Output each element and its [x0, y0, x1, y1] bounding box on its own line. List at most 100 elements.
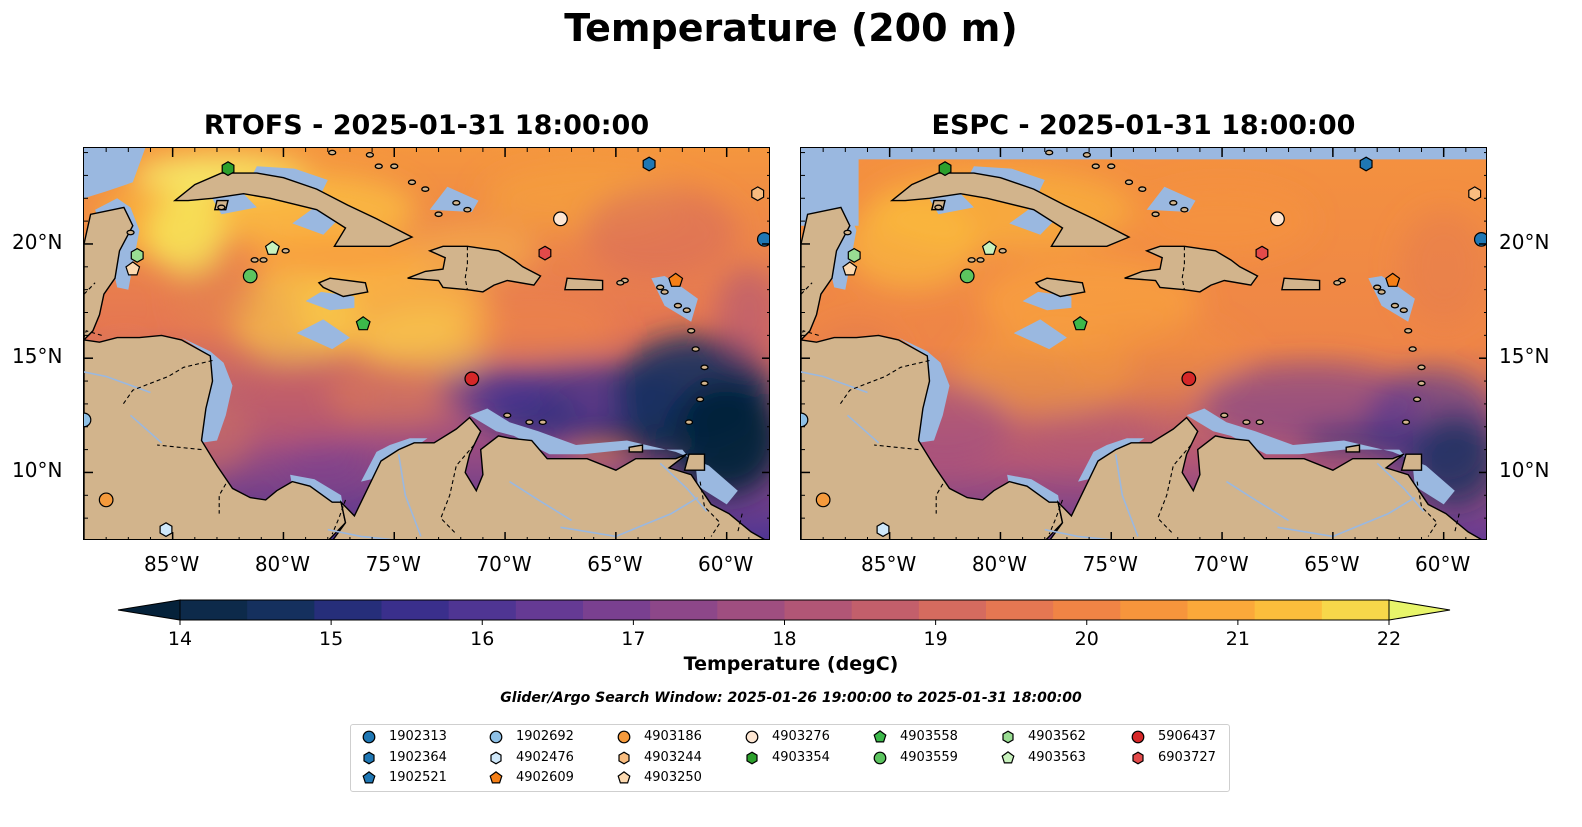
circle-marker-icon — [873, 751, 887, 764]
hexagon-marker-icon — [1132, 751, 1144, 764]
legend-marker-5906437 — [1131, 730, 1145, 744]
float-6903727 — [538, 245, 552, 261]
float-4903244 — [751, 186, 765, 202]
legend-label: 4903250 — [644, 770, 702, 785]
float-4903276 — [553, 211, 568, 227]
land-puerto-rico — [1281, 277, 1321, 291]
land-puerto-rico — [564, 277, 604, 291]
lon-tick-label: 70°W — [1193, 552, 1249, 576]
colorbar-tick-label: 19 — [923, 628, 948, 650]
colorbar-segment — [650, 600, 718, 620]
float-4902476 — [159, 522, 173, 538]
legend-label: 4903354 — [772, 749, 830, 765]
colorbar-segment — [448, 600, 517, 620]
land-hispaniola — [407, 245, 542, 293]
legend-label: 4903276 — [772, 729, 830, 744]
legend-label: 4903562 — [1028, 729, 1086, 744]
hexagon-marker-icon — [490, 751, 502, 764]
land-cuba — [172, 172, 414, 248]
circle-marker-icon — [1131, 730, 1145, 744]
legend-marker-4903186 — [617, 730, 631, 744]
legend-label: 4903563 — [1028, 749, 1086, 765]
lat-tick-label: 20°N — [12, 229, 63, 254]
land-cuba — [889, 172, 1131, 248]
legend-label: 4902609 — [516, 770, 574, 785]
land-margarita — [628, 444, 644, 453]
legend-label: 1902692 — [516, 729, 574, 744]
legend-marker-4903250 — [617, 771, 631, 784]
float-6903727 — [1255, 245, 1269, 261]
no-data-mask — [801, 148, 1486, 226]
float-1902313 — [1473, 231, 1486, 247]
float-4902609 — [1385, 272, 1401, 287]
colorbar-tick-label: 16 — [470, 628, 495, 650]
legend-marker-4903563 — [1001, 750, 1015, 763]
float-4903250 — [842, 261, 858, 276]
legend-marker-1902313 — [362, 730, 376, 744]
colorbar-segment — [1321, 600, 1390, 620]
circle-marker-icon — [362, 730, 376, 744]
legend-label: 4903558 — [900, 729, 958, 744]
float-4903186 — [815, 492, 831, 508]
lon-tick-label: 80°W — [254, 552, 311, 576]
hexagon-marker-icon — [363, 751, 375, 764]
colorbar-segment — [583, 600, 651, 620]
legend-label: 1902313 — [389, 729, 447, 744]
land-yucatan — [84, 206, 134, 341]
legend-label: 5906437 — [1158, 729, 1216, 744]
colorbar-segment — [1187, 600, 1256, 620]
legend-marker-1902521 — [362, 771, 376, 784]
land-jamaica — [317, 277, 369, 298]
lon-tick-label: 65°W — [1304, 552, 1360, 576]
colorbar-segment — [851, 600, 920, 620]
lon-tick-label: 60°W — [1415, 552, 1471, 576]
pentagon-marker-icon — [1001, 750, 1015, 763]
legend-marker-4903354 — [746, 751, 758, 764]
colorbar-over-arrow — [1388, 599, 1451, 621]
colorbar-segment — [247, 600, 315, 620]
float-5906437 — [464, 371, 480, 387]
land-jamaica — [1034, 277, 1086, 298]
colorbar-segment — [1053, 600, 1121, 620]
float-4902609 — [668, 272, 684, 287]
lon-tick-label: 70°W — [476, 552, 532, 576]
search-window-text: Glider/Argo Search Window: 2025-01-26 19… — [500, 690, 1082, 706]
map-panel-rtofs — [83, 147, 770, 540]
colorbar-segment — [180, 600, 248, 620]
float-4903562 — [130, 247, 144, 263]
colorbar-segment — [1120, 600, 1189, 620]
colorbar-tick-label: 18 — [772, 628, 797, 650]
lon-tick-label: 60°W — [698, 552, 754, 576]
figure-title: Temperature (200 m) — [564, 6, 1018, 50]
circle-marker-icon — [489, 730, 503, 744]
float-1902313 — [756, 231, 769, 247]
lon-tick-label: 65°W — [587, 552, 643, 576]
lon-tick-label: 75°W — [365, 552, 421, 576]
legend-marker-4903276 — [745, 730, 759, 744]
colorbar-tick-label: 20 — [1074, 628, 1099, 650]
legend-label: 1902521 — [389, 770, 447, 785]
lon-tick-label: 75°W — [1082, 552, 1138, 576]
legend-label: 4903559 — [900, 749, 958, 765]
legend-label: 4902476 — [516, 749, 574, 765]
hexagon-marker-icon — [618, 751, 630, 764]
colorbar-tick-label: 17 — [621, 628, 646, 650]
land-trinidad — [1400, 453, 1423, 471]
pentagon-marker-icon — [489, 771, 503, 784]
float-1902692 — [801, 412, 809, 428]
circle-marker-icon — [617, 730, 631, 744]
map-panel-espc — [800, 147, 1487, 540]
lon-tick-label: 80°W — [971, 552, 1028, 576]
legend-marker-4903244 — [618, 751, 630, 764]
float-legend: 1902313 1902364 1902521 1902692 4902476 49026… — [350, 724, 1230, 792]
land-yucatan — [801, 206, 851, 341]
legend-marker-4902476 — [490, 751, 502, 764]
colorbar-tick-label: 15 — [319, 628, 344, 650]
land-margarita — [1345, 444, 1361, 453]
float-4902476 — [876, 522, 890, 538]
colorbar-segment — [515, 600, 584, 620]
legend-label: 4903186 — [644, 729, 702, 744]
lat-tick-label: 10°N — [1499, 458, 1550, 483]
legend-marker-4903562 — [1002, 730, 1014, 744]
colorbar-segment — [314, 600, 383, 620]
